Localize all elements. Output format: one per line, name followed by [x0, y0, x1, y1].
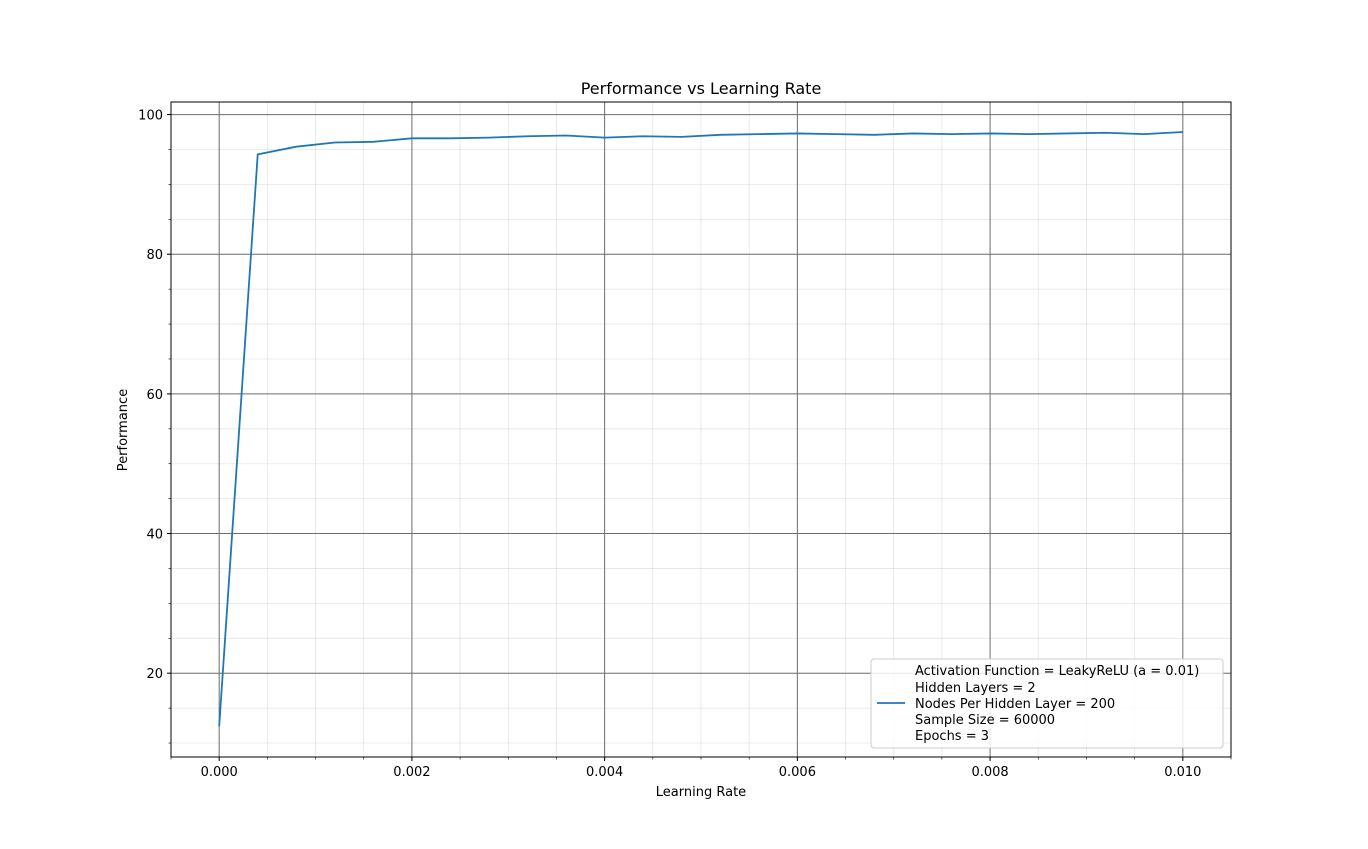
x-tick-label: 0.002 — [393, 765, 430, 780]
series-layer — [218, 131, 1183, 727]
y-tick-label: 60 — [146, 388, 163, 403]
x-axis-label: Learning Rate — [656, 785, 746, 800]
legend-line-activation: Activation Function = LeakyReLU (a = 0.0… — [915, 664, 1199, 679]
axis-ticks — [167, 114, 1232, 761]
y-axis-label: Performance — [116, 389, 131, 471]
series-line — [218, 131, 1183, 727]
x-tick-label: 0.006 — [779, 765, 816, 780]
legend-line-hidden-layers: Hidden Layers = 2 — [915, 681, 1036, 696]
y-tick-label: 20 — [146, 667, 163, 682]
axis-tick-labels: 0.000 0.002 0.004 0.006 0.008 0.010 20 40 60 80 10… — [138, 109, 1201, 780]
x-tick-label: 0.004 — [586, 765, 623, 780]
legend-box — [870, 658, 1224, 749]
x-tick-label: 0.008 — [971, 765, 1008, 780]
y-tick-label: 100 — [138, 109, 163, 124]
legend-line-sample-size: Sample Size = 60000 — [915, 713, 1055, 728]
legend-line-nodes: Nodes Per Hidden Layer = 200 — [915, 697, 1115, 712]
legend-line-epochs: Epochs = 3 — [915, 729, 989, 744]
y-tick-label: 40 — [146, 528, 163, 543]
x-tick-label: 0.000 — [201, 765, 238, 780]
legend: Activation Function = LeakyReLU (a = 0.0… — [870, 658, 1224, 749]
chart-title: Performance vs Learning Rate — [581, 79, 822, 98]
x-tick-label: 0.010 — [1164, 765, 1201, 780]
major-grid — [171, 102, 1231, 757]
y-tick-label: 80 — [146, 248, 163, 263]
